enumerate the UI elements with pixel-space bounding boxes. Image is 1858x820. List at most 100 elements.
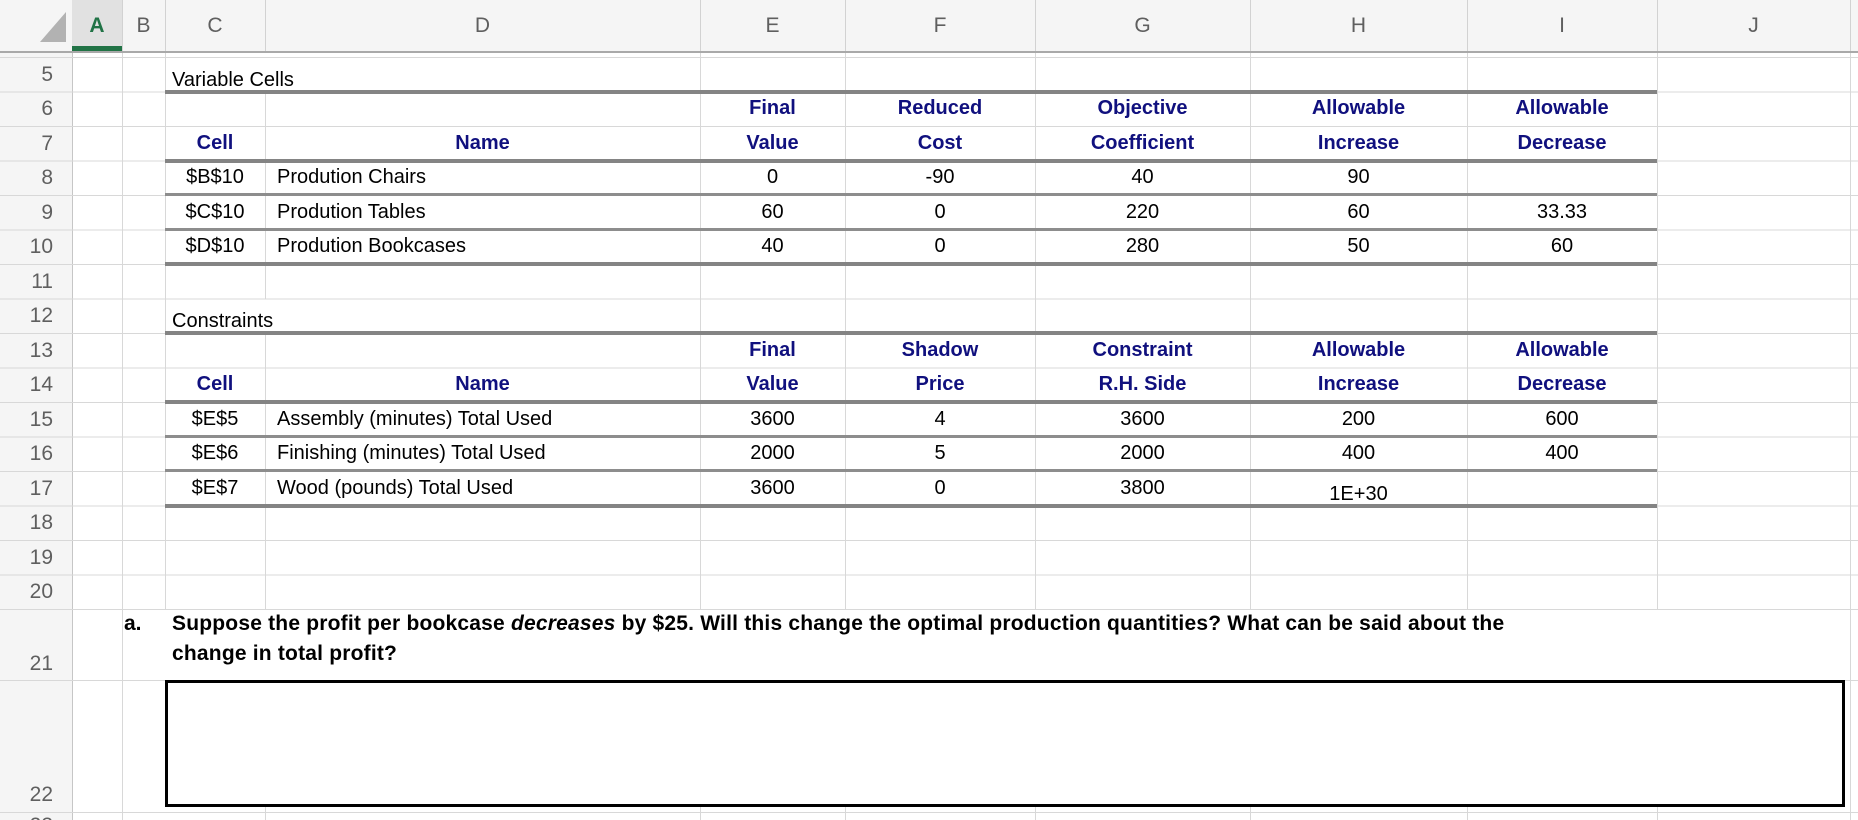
- con-header-final[interactable]: Final: [749, 339, 796, 361]
- con-header-decrease[interactable]: Decrease: [1517, 373, 1607, 395]
- vc-header-allowable-dec[interactable]: Allowable: [1515, 97, 1609, 119]
- column-header-c[interactable]: C: [207, 13, 223, 37]
- con-row-final-value[interactable]: 3600: [750, 408, 795, 430]
- con-row-allowable-decrease[interactable]: 400: [1545, 442, 1579, 464]
- vc-header-cost[interactable]: Cost: [917, 132, 963, 154]
- row-header-8[interactable]: 8: [0, 161, 71, 195]
- spreadsheet-cell[interactable]: [165, 333, 265, 368]
- constraints-title[interactable]: Constraints: [172, 310, 274, 332]
- vc-header-allowable-inc[interactable]: Allowable: [1311, 97, 1406, 119]
- con-header-constraint[interactable]: Constraint: [1092, 339, 1193, 361]
- con-row-constraint-rhs[interactable]: 2000: [1120, 442, 1165, 464]
- row-header-17[interactable]: 17: [0, 471, 71, 506]
- con-row-allowable-increase[interactable]: 200: [1341, 408, 1376, 430]
- spreadsheet-cell[interactable]: [265, 333, 700, 368]
- row-header-7[interactable]: 7: [0, 126, 71, 161]
- vc-row-allowable-decrease[interactable]: 60: [1550, 235, 1574, 257]
- con-row-allowable-increase[interactable]: 400: [1341, 442, 1376, 464]
- column-header-d[interactable]: D: [474, 13, 491, 37]
- vc-header-objective[interactable]: Objective: [1097, 97, 1188, 119]
- row-header-5[interactable]: 5: [0, 57, 71, 92]
- column-header-j[interactable]: J: [1748, 13, 1759, 37]
- vc-row-name[interactable]: Prodution Tables: [277, 201, 426, 223]
- row-header-18[interactable]: 18: [0, 506, 71, 540]
- vc-header-coefficient[interactable]: Coefficient: [1090, 132, 1195, 154]
- vc-row-objective-coefficient[interactable]: 280: [1125, 235, 1160, 257]
- column-header-f[interactable]: F: [933, 13, 947, 37]
- vc-row-name[interactable]: Prodution Chairs: [277, 166, 426, 188]
- vc-header-reduced[interactable]: Reduced: [897, 97, 983, 119]
- con-row-name[interactable]: Finishing (minutes) Total Used: [277, 442, 546, 464]
- con-header-name[interactable]: Name: [455, 373, 510, 395]
- column-header-g[interactable]: G: [1134, 13, 1151, 37]
- row-header-11[interactable]: 11: [0, 264, 71, 299]
- column-header-e[interactable]: E: [765, 13, 780, 37]
- row-header-12[interactable]: 12: [0, 299, 71, 333]
- vc-row-allowable-decrease[interactable]: [1467, 161, 1657, 195]
- column-header-a[interactable]: A: [72, 0, 122, 51]
- row-header-22[interactable]: 22: [0, 681, 71, 812]
- vc-row-allowable-increase[interactable]: 50: [1347, 235, 1370, 257]
- vc-row-reduced-cost[interactable]: -90: [925, 166, 955, 188]
- con-row-shadow-price[interactable]: 0: [934, 477, 946, 499]
- con-header-shadow[interactable]: Shadow: [901, 339, 979, 361]
- vc-row-final-value[interactable]: 0: [766, 166, 779, 188]
- spreadsheet-cell[interactable]: [165, 92, 265, 126]
- con-header-allowable-inc[interactable]: Allowable: [1311, 339, 1406, 361]
- row-header-16[interactable]: 16: [0, 437, 71, 471]
- con-row-final-value[interactable]: 3600: [750, 477, 795, 499]
- con-row-final-value[interactable]: 2000: [750, 442, 795, 464]
- con-row-shadow-price[interactable]: 4: [934, 408, 946, 430]
- con-row-cell-ref[interactable]: $E$5: [191, 408, 239, 430]
- con-row-allowable-decrease[interactable]: 600: [1545, 408, 1579, 430]
- con-row-cell-ref[interactable]: $E$6: [191, 442, 239, 464]
- vc-row-final-value[interactable]: 60: [761, 201, 784, 223]
- row-header-9[interactable]: 9: [0, 195, 71, 230]
- con-header-allowable-dec[interactable]: Allowable: [1515, 339, 1609, 361]
- con-row-shadow-price[interactable]: 5: [934, 442, 946, 464]
- column-header-i[interactable]: I: [1559, 13, 1565, 37]
- row-header-21[interactable]: 21: [0, 609, 71, 681]
- row-header-10[interactable]: 10: [0, 230, 71, 264]
- con-header-price[interactable]: Price: [915, 373, 965, 395]
- row-header-23[interactable]: 23: [0, 812, 71, 820]
- column-header-h[interactable]: H: [1350, 13, 1367, 37]
- row-header-20[interactable]: 20: [0, 575, 71, 609]
- vc-header-value[interactable]: Value: [746, 132, 799, 154]
- vc-header-final[interactable]: Final: [749, 97, 796, 119]
- vc-header-name[interactable]: Name: [455, 132, 510, 154]
- question-line-2[interactable]: change in total profit?: [172, 642, 398, 665]
- con-header-rhs[interactable]: R.H. Side: [1098, 373, 1187, 395]
- vc-row-allowable-increase[interactable]: 60: [1347, 201, 1370, 223]
- column-header-b[interactable]: B: [136, 13, 151, 37]
- spreadsheet-cell[interactable]: [265, 92, 700, 126]
- variable-cells-title[interactable]: Variable Cells: [172, 69, 294, 91]
- question-line-1[interactable]: Suppose the profit per bookcase decrease…: [172, 612, 1812, 642]
- con-row-name[interactable]: Wood (pounds) Total Used: [277, 477, 514, 499]
- con-header-increase[interactable]: Increase: [1317, 373, 1400, 395]
- con-row-name[interactable]: Assembly (minutes) Total Used: [277, 408, 553, 430]
- vc-row-cell-ref[interactable]: $D$10: [185, 235, 245, 257]
- vc-header-decrease[interactable]: Decrease: [1517, 132, 1607, 154]
- con-row-cell-ref[interactable]: $E$7: [191, 477, 239, 499]
- con-header-value[interactable]: Value: [746, 373, 799, 395]
- vc-header-cell[interactable]: Cell: [196, 132, 234, 154]
- vc-row-final-value[interactable]: 40: [761, 235, 784, 257]
- row-header-19[interactable]: 19: [0, 540, 71, 575]
- row-header-15[interactable]: 15: [0, 402, 71, 437]
- row-header-13[interactable]: 13: [0, 333, 71, 368]
- con-row-allowable-increase[interactable]: 1E+30: [1329, 483, 1388, 505]
- vc-row-allowable-decrease[interactable]: 33.33: [1536, 201, 1588, 223]
- vc-row-allowable-increase[interactable]: 90: [1347, 166, 1370, 188]
- vc-row-reduced-cost[interactable]: 0: [934, 235, 946, 257]
- answer-input-box[interactable]: [165, 680, 1845, 807]
- row-header-6[interactable]: 6: [0, 92, 71, 126]
- vc-row-objective-coefficient[interactable]: 40: [1131, 166, 1154, 188]
- con-row-constraint-rhs[interactable]: 3600: [1120, 408, 1165, 430]
- question-label[interactable]: a.: [124, 612, 142, 635]
- con-row-constraint-rhs[interactable]: 3800: [1120, 477, 1165, 499]
- select-all-corner-icon[interactable]: [40, 12, 66, 42]
- con-header-cell[interactable]: Cell: [196, 373, 234, 395]
- vc-row-cell-ref[interactable]: $C$10: [185, 201, 245, 223]
- row-header-14[interactable]: 14: [0, 368, 71, 402]
